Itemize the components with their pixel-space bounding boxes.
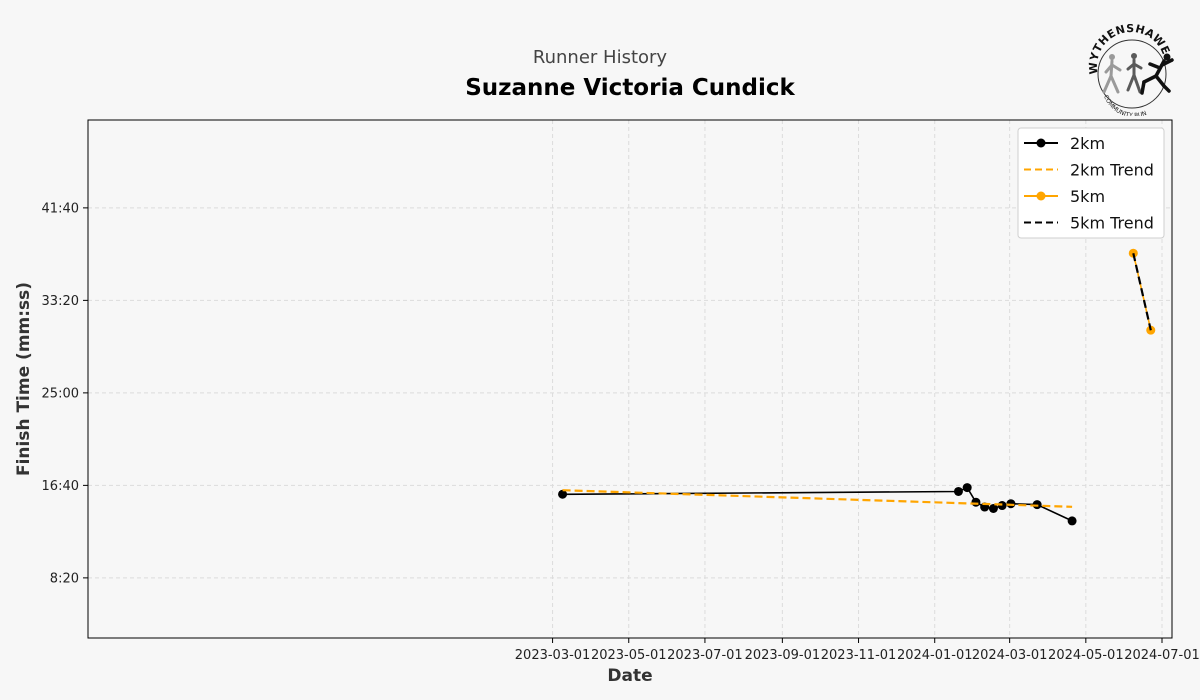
x-tick-label: 2024-07-01 xyxy=(1124,648,1200,663)
x-tick-label: 2024-01-01 xyxy=(897,648,973,663)
y-tick-label: 41:40 xyxy=(42,201,79,216)
wythenshawe-community-run-logo: WYTHENSHAWE COMMUNITY RUN xyxy=(1087,24,1174,116)
series-layer xyxy=(558,248,1156,526)
legend-item: 5km Trend xyxy=(1024,214,1154,233)
series-5km-trend xyxy=(1132,252,1152,331)
legend-item: 2km xyxy=(1024,134,1105,153)
legend: 2km 2km Trend 5km 5km Trend xyxy=(1017,127,1165,239)
legend-item: 5km xyxy=(1024,187,1105,206)
series-line-5km-trend xyxy=(1132,252,1152,331)
x-tick-label: 2024-05-01 xyxy=(1048,648,1124,663)
y-tick-label: 16:40 xyxy=(42,479,79,494)
legend-marker xyxy=(1036,138,1046,148)
x-axis-ticks: 2023-03-01 2023-05-01 2023-07-01 2023-09-01… xyxy=(515,638,1200,663)
data-point-2km xyxy=(962,483,972,493)
y-axis-label: Finish Time (mm:ss) xyxy=(14,282,34,476)
legend-marker xyxy=(1036,191,1046,201)
x-tick-label: 2024-03-01 xyxy=(972,648,1048,663)
legend-label: 5km Trend xyxy=(1070,214,1154,233)
chart-subtitle: Runner History xyxy=(533,47,668,68)
data-point-2km xyxy=(971,497,981,507)
y-axis-ticks: 8:20 16:40 25:00 33:20 41:40 xyxy=(42,201,88,586)
x-tick-label: 2023-11-01 xyxy=(821,648,897,663)
x-tick-label: 2023-07-01 xyxy=(667,648,743,663)
series-line-2km-trend xyxy=(562,489,1073,508)
y-tick-label: 25:00 xyxy=(42,386,79,401)
data-point-5km xyxy=(1128,248,1138,258)
data-point-2km xyxy=(953,486,963,496)
svg-text:COMMUNITY RUN: COMMUNITY RUN xyxy=(1102,94,1148,116)
y-tick-label: 8:20 xyxy=(50,571,79,586)
legend-label: 2km Trend xyxy=(1070,161,1154,180)
data-point-2km xyxy=(558,489,568,499)
grid xyxy=(88,120,1172,638)
x-tick-label: 2023-05-01 xyxy=(591,648,667,663)
legend-box xyxy=(1017,127,1165,239)
legend-label: 5km xyxy=(1070,187,1105,206)
y-tick-label: 33:20 xyxy=(42,294,79,309)
plot-area-frame xyxy=(87,119,1173,639)
data-point-2km xyxy=(1067,516,1077,526)
legend-item: 2km Trend xyxy=(1024,161,1154,180)
x-axis-label: Date xyxy=(607,666,652,686)
legend-label: 2km xyxy=(1070,134,1105,153)
x-tick-label: 2023-03-01 xyxy=(515,648,591,663)
chart-title: Suzanne Victoria Cundick xyxy=(465,75,795,101)
x-tick-label: 2023-09-01 xyxy=(745,648,821,663)
series-2km-trend xyxy=(562,489,1073,508)
data-point-2km xyxy=(988,504,998,513)
